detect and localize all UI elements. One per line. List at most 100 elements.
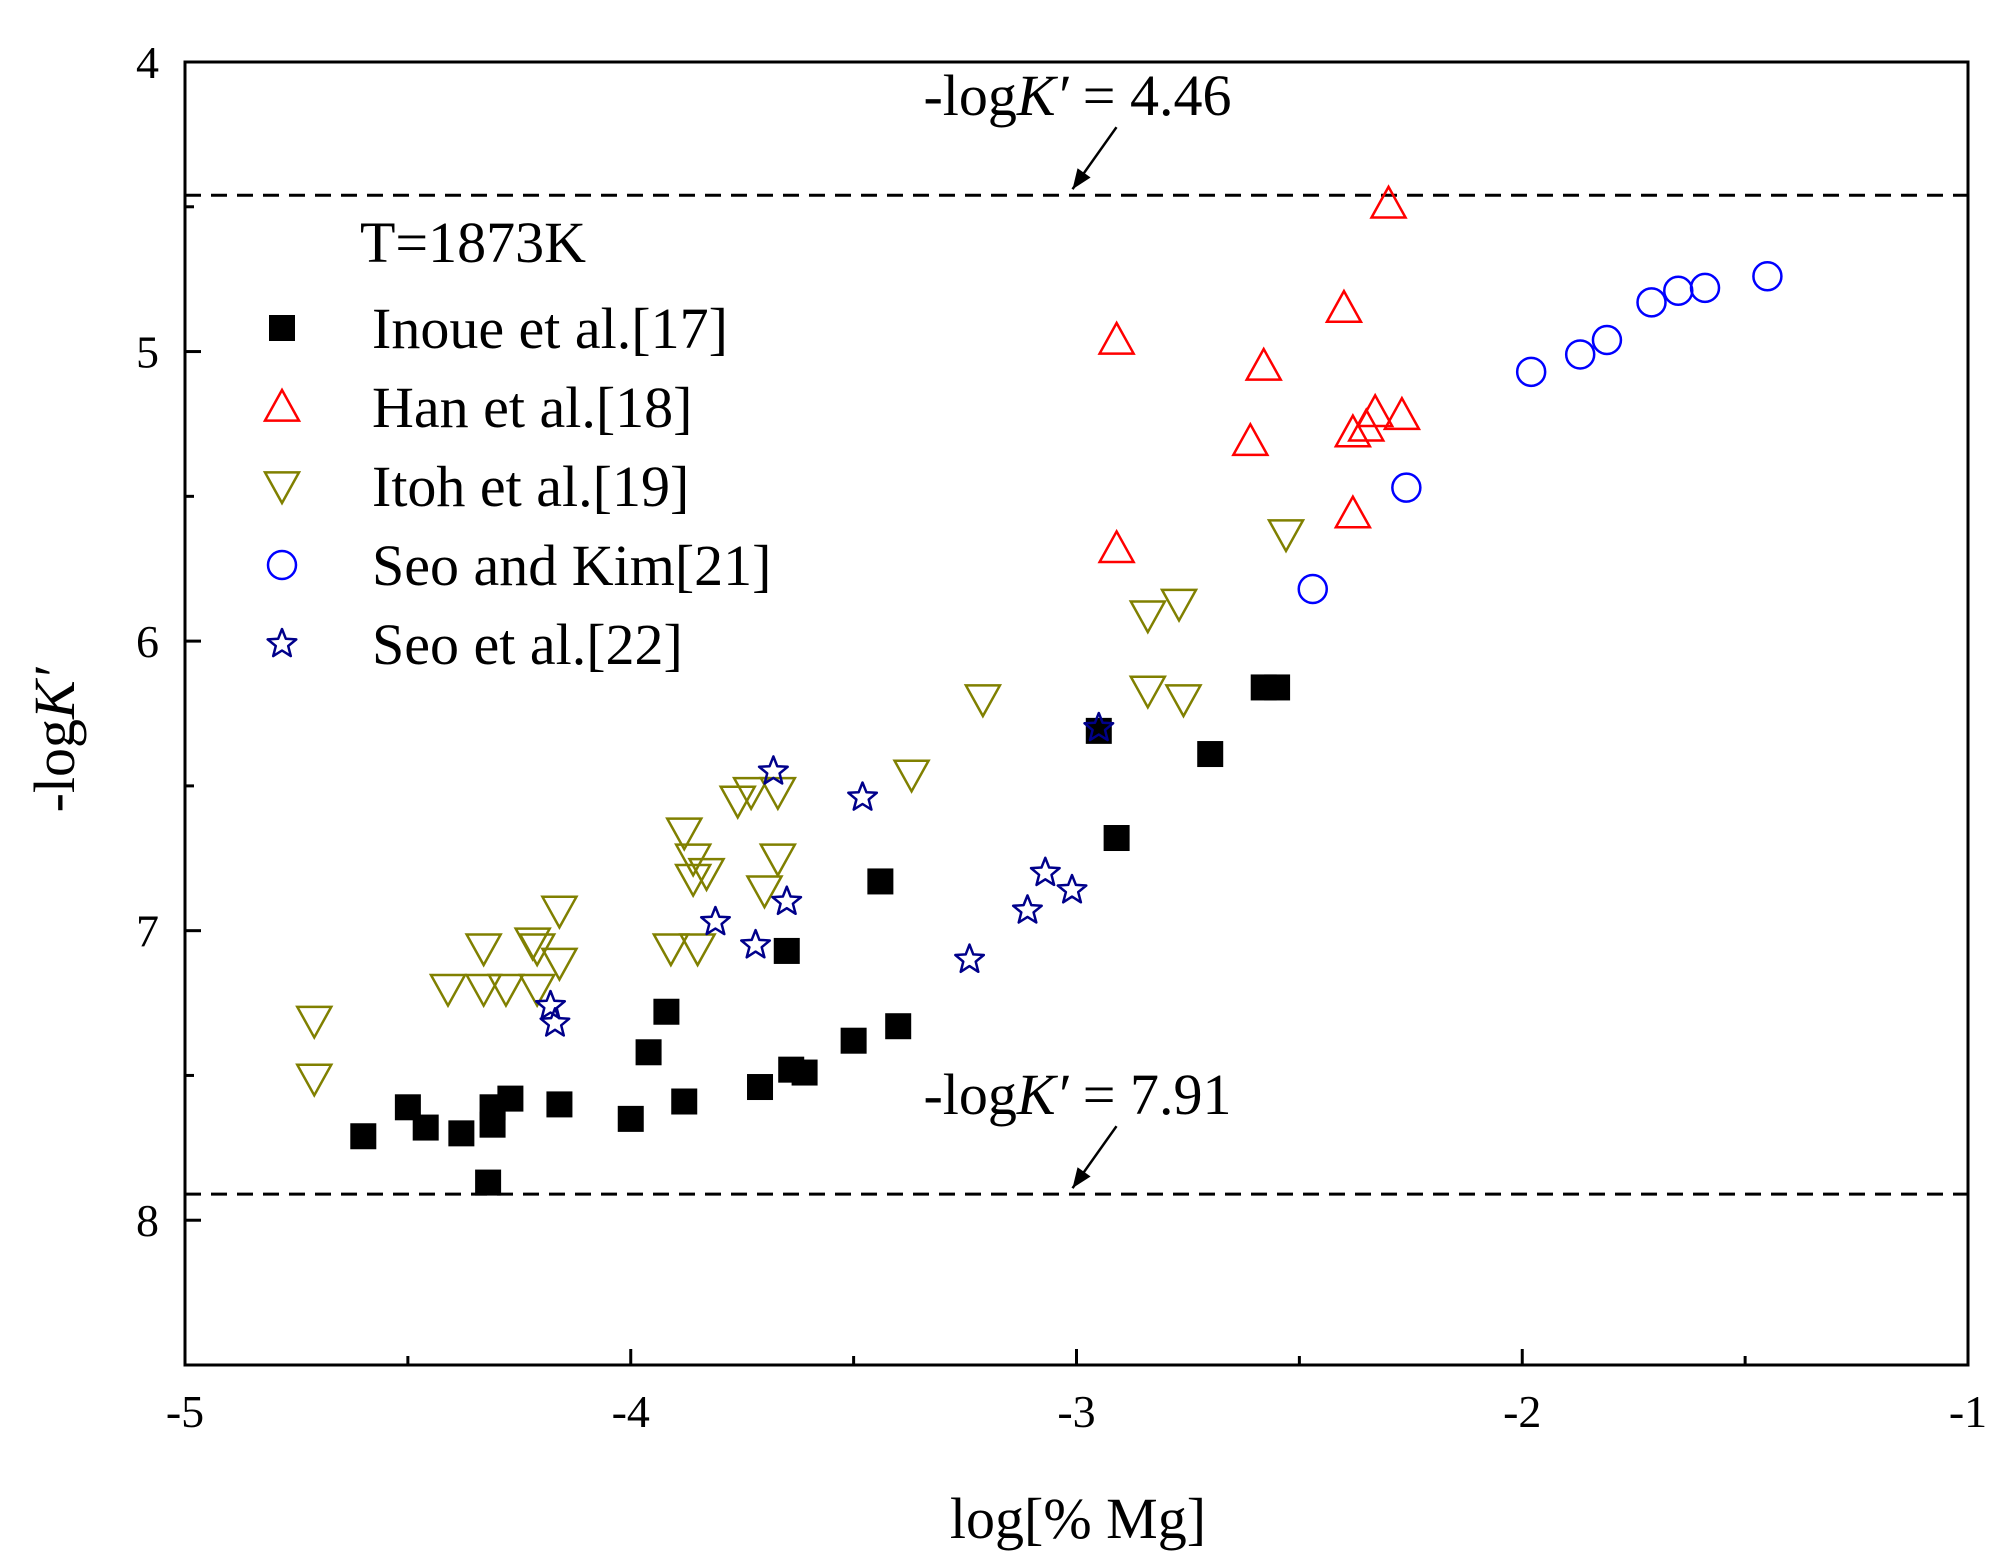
data-point	[1097, 528, 1136, 564]
y-tick-label: 4	[136, 37, 159, 88]
data-point	[1266, 519, 1306, 554]
data-point	[791, 1059, 818, 1086]
series-0	[350, 674, 1291, 1196]
data-point	[718, 785, 757, 820]
data-point	[1324, 288, 1364, 323]
data-point	[651, 933, 690, 968]
y-tick-label: 5	[136, 327, 159, 378]
data-point	[1591, 324, 1623, 356]
reference-line-label-prefix: -log	[923, 1062, 1016, 1127]
data-point	[448, 1120, 475, 1147]
data-point	[653, 998, 680, 1025]
legend-label: Han et al.[18]	[372, 375, 692, 440]
data-point	[847, 781, 879, 811]
data-point	[1564, 339, 1596, 370]
data-point	[428, 973, 468, 1009]
data-point	[840, 1027, 867, 1054]
legend-label: Itoh et al.[19]	[372, 454, 689, 519]
series-1	[1097, 184, 1422, 564]
data-point	[540, 947, 579, 983]
data-point	[1197, 741, 1224, 768]
data-point	[1264, 674, 1291, 701]
data-point	[687, 857, 726, 893]
y-tick-label: 8	[136, 1195, 159, 1246]
data-point	[464, 973, 503, 1009]
x-tick-label: -2	[1503, 1386, 1541, 1437]
data-point	[412, 1114, 439, 1141]
data-point	[1056, 873, 1088, 904]
y-axis-title: -logK′	[22, 666, 87, 812]
data-point	[885, 1013, 912, 1040]
data-point	[671, 1088, 698, 1115]
y-tick-label: 7	[136, 906, 159, 957]
data-point	[486, 973, 526, 1009]
reference-line-label-prefix: -log	[923, 63, 1016, 128]
data-point	[699, 905, 731, 936]
y-axis-title-prefix: -log	[22, 719, 87, 812]
reference-line-label-value: = 7.91	[1068, 1062, 1231, 1127]
data-point	[1515, 356, 1547, 388]
data-point	[497, 1085, 524, 1112]
legend-title: T=1873K	[360, 210, 586, 275]
reference-line-arrowhead	[1072, 168, 1091, 190]
x-axis-title: log[% Mg]	[950, 1486, 1206, 1551]
data-point	[295, 1063, 334, 1098]
data-point	[1369, 184, 1408, 219]
data-point	[771, 885, 803, 916]
data-point	[635, 1039, 662, 1066]
data-point	[1689, 272, 1721, 304]
data-point	[745, 875, 784, 910]
legend-marker	[266, 627, 298, 658]
data-point	[674, 863, 713, 899]
data-point	[475, 1169, 502, 1196]
data-point	[1333, 413, 1372, 448]
legend-marker	[266, 549, 298, 581]
data-point	[1128, 675, 1167, 710]
data-point	[963, 684, 1003, 719]
reference-line-arrowhead	[1072, 1167, 1091, 1189]
x-tick-label: -5	[166, 1386, 204, 1437]
data-point	[1097, 320, 1136, 355]
reference-line-label: -logK′ = 4.46	[923, 63, 1231, 128]
annotations: -logK′ = 4.46-logK′ = 7.91	[923, 63, 1232, 1189]
data-point	[867, 868, 894, 895]
legend-marker	[262, 387, 302, 422]
data-point	[1103, 825, 1130, 852]
data-point	[1128, 600, 1167, 635]
data-point	[1636, 287, 1667, 318]
data-point	[747, 1074, 774, 1101]
data-point	[731, 776, 771, 812]
reference-line-label-variable: K′	[1016, 63, 1070, 128]
data-point	[546, 1091, 573, 1118]
data-point	[740, 928, 772, 959]
data-point	[1083, 711, 1115, 742]
data-point	[1029, 856, 1061, 887]
data-point	[757, 755, 789, 785]
data-point	[758, 776, 797, 812]
series-2	[295, 519, 1306, 1098]
legend-marker	[262, 471, 302, 506]
data-point	[518, 973, 557, 1009]
data-point	[464, 933, 503, 968]
legend: T=1873K Inoue et al.[17] Han et al.[18] It…	[262, 210, 772, 677]
data-point	[1382, 395, 1422, 431]
data-point	[954, 943, 986, 974]
data-point	[539, 1007, 571, 1037]
y-axis-title-variable: K′	[22, 666, 87, 720]
data-point	[1164, 684, 1203, 719]
y-tick-label: 6	[136, 616, 159, 667]
data-point	[1297, 573, 1328, 605]
data-point	[617, 1105, 644, 1132]
data-point	[1333, 494, 1372, 529]
data-point	[678, 933, 717, 968]
data-point	[1356, 392, 1395, 428]
x-tick-label: -1	[1949, 1386, 1987, 1437]
data-point	[892, 759, 931, 794]
legend-label: Seo and Kim[21]	[372, 533, 772, 598]
reference-line-label-variable: K′	[1016, 1062, 1070, 1127]
legend-label: Seo et al.[22]	[372, 612, 683, 677]
series-3	[1297, 261, 1783, 605]
data-point	[295, 1005, 334, 1041]
data-point	[1752, 261, 1783, 292]
data-point	[1159, 588, 1199, 624]
